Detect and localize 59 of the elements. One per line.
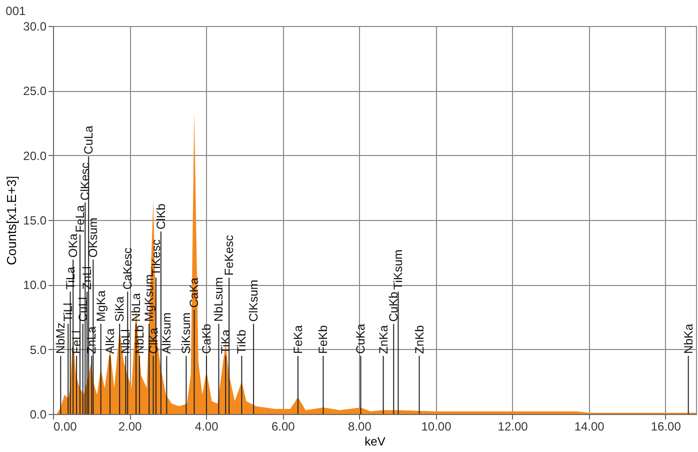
ref-line-label: ClKesc [78, 162, 92, 200]
y-tick-label: 20.0 [23, 148, 47, 163]
x-tick-label: 6.00 [271, 420, 296, 434]
ref-line-label: CaKesc [120, 248, 135, 290]
y-tick-label: 25.0 [23, 84, 47, 98]
ref-line-label: TiKb [234, 329, 249, 354]
x-tick-label: 0.00 [54, 420, 78, 434]
ref-line-label: ClKb [154, 203, 168, 230]
ref-line-label: SiKsum [179, 312, 194, 354]
ref-line-label: CuLl [76, 297, 90, 322]
x-tick-label: 8.00 [348, 420, 372, 434]
ref-line-label: OKa [66, 233, 80, 258]
x-tick-label: 10.00 [421, 420, 452, 434]
y-axis-title: Counts[x1.E+3] [4, 176, 20, 266]
y-tick-label: 15.0 [23, 214, 47, 228]
ref-line-label: MgKa [94, 290, 108, 322]
y-tick-label: 5.0 [30, 342, 47, 357]
ref-line-label: OKsum [86, 218, 100, 258]
ref-line-label: CaKa [187, 277, 202, 308]
ref-line-label: ZnLa [84, 326, 99, 354]
ref-line-label: TiKsum [391, 249, 406, 290]
ref-line-label: TiKesc [148, 239, 163, 276]
ref-line-label: ZnKa [376, 324, 390, 354]
ref-line-label: CuKa [354, 324, 368, 354]
ref-line-label: NbLsum [212, 277, 226, 322]
chart-title: 001 [6, 4, 26, 18]
ref-line-label: CuLa [82, 125, 96, 154]
x-tick-label: 12.00 [498, 420, 528, 434]
ref-line-label: FeKb [316, 324, 330, 354]
ref-line-label: AlKa [103, 328, 118, 354]
x-tick-label: 4.00 [194, 420, 219, 434]
x-tick-label: 16.00 [650, 420, 682, 434]
x-tick-label: 2.00 [118, 420, 142, 434]
ref-line-label: FeLa [72, 204, 87, 233]
y-tick-label: 30.0 [23, 20, 47, 34]
ref-line-label: SiKa [112, 296, 127, 322]
ref-line-label: FeKesc [222, 234, 236, 276]
x-tick-label: 14.00 [574, 420, 605, 434]
y-tick-label: 10.0 [23, 278, 47, 292]
ref-line-label: ZnLl [80, 266, 94, 290]
ref-line-label: TiKa [218, 329, 233, 354]
x-axis-title: keV [364, 434, 386, 448]
y-tick-label: 0.0 [30, 408, 47, 422]
ref-line-label: NbLb [132, 324, 146, 354]
ref-line-label: NbLa [129, 292, 144, 322]
ref-line-label: ClKsum [246, 280, 261, 322]
ref-line-label: FeLl [70, 330, 84, 354]
ref-line-label: CuKb [386, 291, 401, 322]
ref-line-label: NbMz [54, 322, 68, 354]
ref-line-label: FeKa [290, 324, 305, 354]
ref-line-label: CaKb [199, 324, 214, 354]
ref-line-label: TiLa [63, 266, 78, 290]
ref-line-label: NbKa [681, 324, 696, 354]
ref-line-label: TiLl [61, 302, 76, 322]
ref-line-label: ZnKb [412, 324, 426, 354]
ref-line-label: NbLl [118, 329, 133, 354]
ref-line-label: MgKsum [142, 274, 156, 322]
ref-line-label: AlKsum [160, 312, 174, 354]
ref-line-label: ClKa [146, 328, 160, 354]
